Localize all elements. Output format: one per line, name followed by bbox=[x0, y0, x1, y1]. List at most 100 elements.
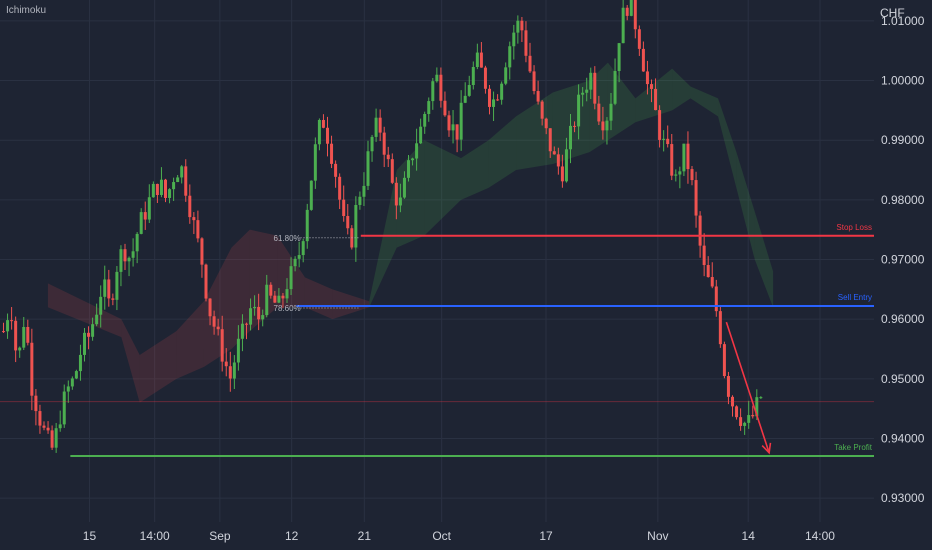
candle-body bbox=[293, 258, 297, 267]
candle-body bbox=[297, 255, 301, 259]
candle-body bbox=[496, 99, 500, 101]
candle-body bbox=[70, 378, 74, 387]
price-axis[interactable]: 1.01000 1.00000 0.99000 0.98000 0.97000 0.960… bbox=[876, 0, 932, 550]
cloud-segment bbox=[139, 331, 177, 403]
candle-body bbox=[394, 182, 398, 206]
candle-body bbox=[516, 20, 520, 33]
candle-body bbox=[650, 84, 653, 89]
candle-body bbox=[87, 332, 91, 337]
candle-body bbox=[520, 20, 524, 31]
candle-body bbox=[269, 284, 273, 296]
candle-body bbox=[334, 163, 338, 177]
cloud-segment bbox=[424, 140, 461, 236]
cloud-segment bbox=[47, 283, 122, 338]
candle-body bbox=[346, 216, 350, 229]
time-axis[interactable]: 15 14:00 Sep 12 21 Oct 17 Nov 14 14:00 bbox=[83, 529, 836, 543]
candle-body bbox=[492, 99, 496, 107]
candle-body bbox=[204, 264, 208, 299]
candle-body bbox=[617, 43, 621, 72]
cloud-segment bbox=[690, 86, 719, 117]
candle-body bbox=[621, 7, 625, 44]
candle-body bbox=[374, 117, 378, 137]
projection-arrow bbox=[725, 321, 772, 455]
arrow-shaft bbox=[725, 321, 770, 454]
candle-body bbox=[240, 323, 244, 339]
candle-body bbox=[609, 103, 613, 121]
candle-body bbox=[212, 316, 216, 327]
candle-body bbox=[74, 371, 78, 379]
candle-body bbox=[358, 196, 362, 205]
candle-body bbox=[370, 136, 374, 152]
candle-body bbox=[512, 32, 516, 47]
candle-body bbox=[2, 331, 5, 333]
x-tick-label: 14:00 bbox=[140, 529, 170, 543]
candle-body bbox=[483, 67, 487, 89]
candle-body bbox=[301, 241, 305, 256]
candle-body bbox=[581, 92, 585, 95]
candle-body bbox=[398, 197, 402, 206]
candle-body bbox=[658, 110, 662, 140]
x-tick-label: 15 bbox=[83, 529, 97, 543]
candle-body bbox=[200, 238, 204, 265]
candle-body bbox=[281, 295, 285, 299]
candle-body bbox=[504, 67, 508, 84]
candle-body bbox=[58, 424, 62, 429]
candle-body bbox=[321, 119, 325, 128]
candle-body bbox=[589, 72, 593, 90]
candle-body bbox=[431, 81, 435, 102]
candle-body bbox=[755, 397, 759, 417]
candle-body bbox=[245, 323, 248, 325]
candle-body bbox=[573, 125, 577, 127]
x-tick-label: 17 bbox=[539, 529, 553, 543]
indicator-label[interactable]: Ichimoku bbox=[6, 5, 47, 16]
candle-body bbox=[257, 306, 261, 320]
x-tick-label: 21 bbox=[358, 529, 372, 543]
candle-body bbox=[265, 284, 269, 316]
candle-body bbox=[747, 415, 751, 423]
candle-body bbox=[83, 332, 86, 355]
y-tick-label: 0.95000 bbox=[881, 372, 925, 386]
candle-body bbox=[435, 74, 439, 82]
candle-body bbox=[662, 138, 666, 140]
candle-body bbox=[249, 308, 253, 325]
candle-body bbox=[91, 324, 95, 337]
candle-body bbox=[743, 422, 747, 426]
candle-body bbox=[95, 314, 99, 325]
candle-body bbox=[168, 189, 172, 198]
candle-body bbox=[338, 176, 342, 200]
cloud-segment bbox=[672, 68, 691, 111]
x-tick-label: Sep bbox=[209, 529, 231, 543]
candle-body bbox=[593, 72, 597, 104]
candle-body bbox=[633, 0, 637, 30]
candle-body bbox=[548, 128, 552, 152]
candle-body bbox=[674, 174, 678, 176]
candle-body bbox=[176, 177, 180, 183]
candle-body bbox=[411, 158, 415, 161]
cloud-segment bbox=[231, 229, 250, 349]
candle-body bbox=[629, 0, 633, 16]
cloud-segment bbox=[736, 152, 755, 260]
candle-body bbox=[423, 113, 427, 127]
candle-body bbox=[192, 217, 196, 221]
candle-body bbox=[645, 71, 649, 85]
x-tick-label: Nov bbox=[647, 529, 668, 543]
candle-body bbox=[180, 166, 184, 178]
candle-body bbox=[415, 143, 419, 159]
candle-body bbox=[42, 425, 46, 428]
candle-body bbox=[451, 124, 455, 131]
candle-body bbox=[309, 180, 313, 210]
y-tick-label: 0.94000 bbox=[881, 431, 925, 445]
cloud-segment bbox=[635, 68, 673, 123]
candle-body bbox=[605, 120, 609, 131]
y-tick-label: 1.00000 bbox=[881, 74, 925, 88]
candle-body bbox=[585, 89, 589, 93]
y-tick-label: 0.99000 bbox=[881, 133, 925, 147]
candle-body bbox=[560, 166, 564, 182]
candle-body bbox=[26, 326, 30, 343]
candlestick-series bbox=[2, 0, 763, 453]
cloud-segment bbox=[121, 319, 140, 403]
candle-body bbox=[273, 295, 277, 303]
candle-body bbox=[330, 143, 334, 164]
